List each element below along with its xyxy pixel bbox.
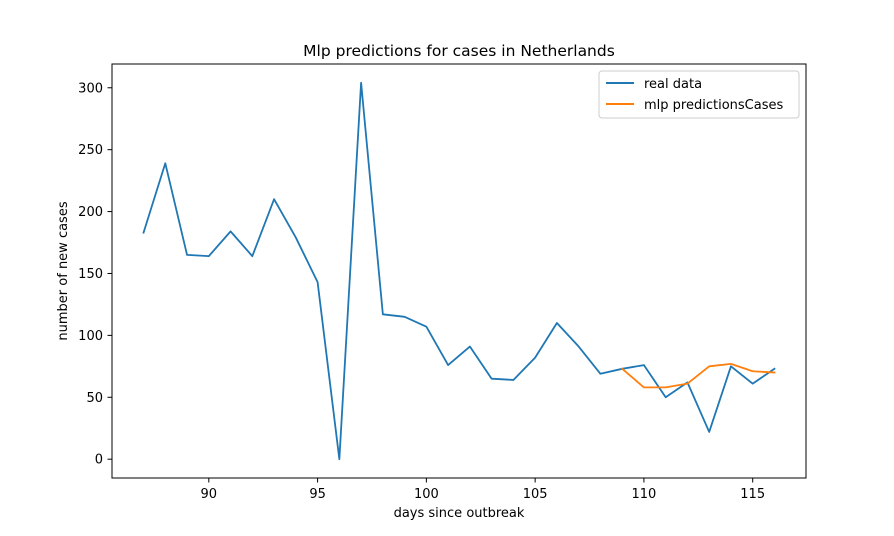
series-line-mlp-predictionscases bbox=[620, 362, 776, 389]
series-layer bbox=[142, 81, 776, 461]
series-line-real-data bbox=[142, 81, 776, 461]
x-tick-label: 95 bbox=[309, 487, 326, 502]
y-tick-label: 200 bbox=[78, 205, 103, 220]
y-tick-label: 50 bbox=[86, 391, 103, 406]
x-axis-ticks: 90 95 100 105 110 115 bbox=[201, 478, 765, 502]
x-tick-label: 110 bbox=[632, 487, 657, 502]
y-axis-ticks: 0 50 100 150 200 250 300 bbox=[78, 81, 112, 468]
y-tick-label: 150 bbox=[78, 267, 103, 282]
x-axis-label: days since outbreak bbox=[394, 506, 525, 521]
y-tick-label: 0 bbox=[95, 453, 103, 468]
x-tick-label: 100 bbox=[414, 487, 439, 502]
plot-frame bbox=[111, 63, 807, 479]
legend: real data mlp predictionsCases bbox=[598, 70, 800, 119]
chart-title: Mlp predictions for cases in Netherlands bbox=[303, 42, 615, 60]
legend-frame bbox=[598, 70, 800, 119]
x-tick-label: 115 bbox=[740, 487, 765, 502]
x-tick-label: 105 bbox=[523, 487, 548, 502]
y-tick-label: 300 bbox=[78, 81, 103, 96]
legend-label-mlp-predictions: mlp predictionsCases bbox=[644, 98, 783, 113]
y-tick-label: 100 bbox=[78, 329, 103, 344]
y-tick-label: 250 bbox=[78, 143, 103, 158]
x-tick-label: 90 bbox=[201, 487, 218, 502]
legend-label-real-data: real data bbox=[644, 77, 702, 92]
y-axis-label: number of new cases bbox=[56, 201, 71, 340]
